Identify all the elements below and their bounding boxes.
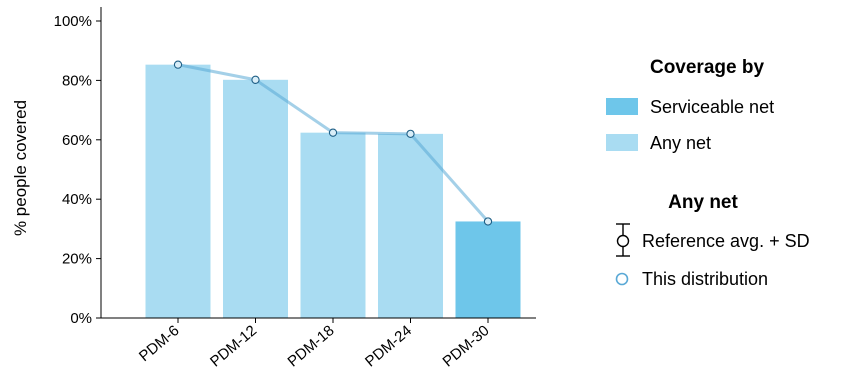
y-tick-label-0: 0% [70,310,92,327]
bars-group [145,64,521,318]
x-tick-label-PDM-12: PDM-12 [207,322,260,370]
trend-line-group [173,60,493,226]
point-this-distribution-PDM-12 [251,75,260,84]
bar-any-net-PDM-24 [378,133,443,318]
point-this-distribution-PDM-6 [173,60,183,69]
legend-title-coverage: Coverage by [650,57,764,78]
legend-swatch-any-net [606,134,638,151]
y-tick-label-80: 80% [62,72,92,89]
legend-circle-icon [615,272,629,286]
y-axis-title: % people covered [11,100,30,236]
point-this-distribution-PDM-18 [328,128,338,137]
legend-label-any-net: Any net [650,133,711,153]
x-tick-label-PDM-30: PDM-30 [439,322,492,370]
legend: Coverage by Serviceable net Any net Any … [606,57,810,289]
legend-title-any-net: Any net [668,192,738,213]
bar-serviceable-net-PDM-30 [455,221,521,318]
legend-errorbar-icon [616,223,630,257]
y-tick-label-60: 60% [62,132,92,149]
legend-label-this-distribution: This distribution [642,269,768,289]
bar-any-net-PDM-6 [145,64,211,318]
bar-any-net-PDM-18 [300,132,366,318]
x-tick-label-PDM-24: PDM-24 [362,322,415,370]
bar-any-net-PDM-12 [223,79,288,318]
y-tick-label-20: 20% [62,251,92,268]
x-tick-label-PDM-18: PDM-18 [284,322,337,370]
x-tick-label-PDM-6: PDM-6 [136,322,183,365]
point-this-distribution-PDM-30 [483,217,493,226]
legend-label-serviceable-net: Serviceable net [650,97,774,117]
point-this-distribution-PDM-24 [406,129,415,139]
legend-label-reference: Reference avg. + SD [642,231,810,251]
y-tick-label-100: 100% [54,13,92,30]
y-tick-label-40: 40% [62,191,92,208]
legend-swatch-serviceable-net [606,98,638,115]
